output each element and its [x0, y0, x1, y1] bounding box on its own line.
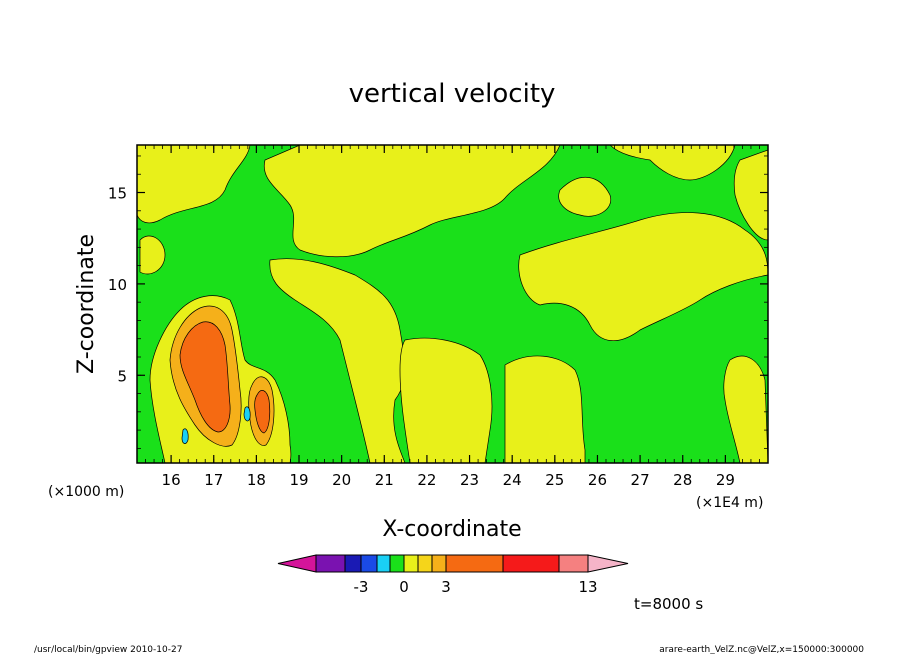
x-tick-label: 29	[716, 471, 735, 489]
x-tick-label: 21	[375, 471, 394, 489]
colorbar-tick-label: -3	[354, 578, 369, 596]
colorbar-segment	[344, 554, 362, 573]
cyan-region	[181, 428, 189, 444]
positive-region	[136, 144, 251, 224]
x-tick-label: 26	[588, 471, 607, 489]
positive-region	[139, 235, 166, 275]
footer-left: /usr/local/bin/gpview 2010-10-27	[34, 645, 182, 654]
positive-region	[723, 355, 769, 464]
time-label: t=8000 s	[634, 595, 703, 613]
colorbar-tick-label: 3	[441, 578, 451, 596]
y-tick-label: 10	[108, 276, 127, 294]
colorbar-segment	[403, 554, 419, 573]
colorbar-segment	[431, 554, 447, 573]
positive-region	[609, 144, 736, 181]
colorbar-segment	[502, 554, 560, 573]
positive-region	[399, 337, 493, 464]
positive-region	[504, 355, 586, 464]
y-axis: 5 10 15	[108, 155, 768, 449]
plot-area: 16 17 18 19 20 21 22 23 24 25 26 27 28 29 5 10 15	[108, 144, 769, 489]
colorbar-segment	[417, 554, 433, 573]
positive-region	[263, 144, 561, 258]
x-tick-label: 22	[417, 471, 436, 489]
y-tick-label: 15	[108, 185, 127, 203]
x-tick-label: 24	[503, 471, 522, 489]
x-tick-label: 19	[289, 471, 308, 489]
colorbar-segment	[360, 554, 378, 573]
x-tick-label: 20	[332, 471, 351, 489]
colorbar-segment	[376, 554, 391, 573]
positive-region	[269, 258, 406, 464]
colorbar-labels: -3 0 3 13	[354, 578, 598, 596]
x-tick-label: 28	[673, 471, 692, 489]
colorbar-tick-label: 13	[578, 578, 597, 596]
strong-orange-region	[254, 390, 271, 434]
colorbar-arrow-high	[587, 554, 629, 573]
colorbar-segment	[315, 554, 346, 573]
x-tick-label: 16	[162, 471, 181, 489]
colorbar-arrow-low	[277, 554, 317, 573]
strong-orange-region	[179, 321, 231, 433]
y-tick-label: 5	[117, 367, 127, 385]
colorbar-segment	[445, 554, 504, 573]
positive-region	[558, 176, 612, 217]
x-tick-label: 18	[247, 471, 266, 489]
colorbar-segment	[558, 554, 589, 573]
chart-title: vertical velocity	[349, 79, 556, 109]
contour-field	[136, 144, 769, 464]
cyan-region	[243, 406, 251, 422]
x-tick-label: 25	[545, 471, 564, 489]
positive-region	[733, 149, 769, 241]
x-tick-label: 17	[204, 471, 223, 489]
colorbar-tick-label: 0	[399, 578, 409, 596]
colorbar	[277, 554, 629, 573]
colorbar-segment	[389, 554, 405, 573]
x-unit-left: (×1000 m)	[48, 484, 124, 500]
x-unit-right: (×1E4 m)	[696, 495, 763, 511]
x-tick-label: 23	[460, 471, 479, 489]
y-axis-label: Z-coordinate	[74, 234, 99, 374]
x-axis: 16 17 18 19 20 21 22 23 24 25 26 27 28 29	[136, 145, 769, 489]
positive-region	[518, 212, 769, 342]
x-axis-label: X-coordinate	[382, 517, 521, 542]
x-tick-label: 27	[631, 471, 650, 489]
footer-right: arare-earth_VelZ.nc@VelZ,x=150000:300000	[659, 645, 864, 654]
